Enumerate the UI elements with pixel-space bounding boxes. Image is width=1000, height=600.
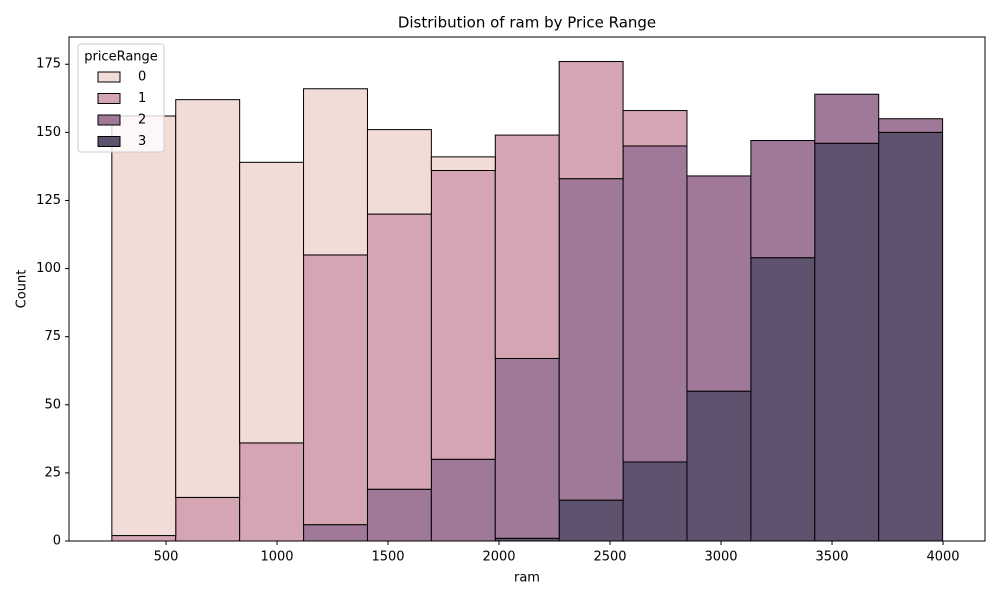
bar	[239, 442, 305, 542]
y-tick-label: 175	[36, 57, 61, 72]
legend-label: 0	[138, 70, 146, 85]
bar	[494, 134, 560, 359]
bar	[430, 156, 496, 171]
bar	[622, 145, 688, 463]
bar	[686, 175, 752, 392]
legend-title: priceRange	[84, 50, 158, 65]
bar	[303, 524, 368, 542]
legend-swatch	[97, 71, 121, 83]
bar	[814, 142, 880, 542]
x-tick-label: 4000	[926, 550, 959, 565]
x-tick-label: 3000	[704, 550, 737, 565]
legend-swatch	[97, 136, 121, 147]
y-tick-label: 25	[44, 465, 61, 480]
bar	[878, 131, 944, 542]
y-axis-label: Count	[15, 270, 30, 309]
y-tick-label: 100	[36, 261, 61, 276]
bar	[430, 458, 496, 542]
bar	[494, 357, 560, 539]
bar	[303, 88, 368, 256]
bar	[622, 110, 688, 147]
bar	[558, 499, 624, 542]
bar	[175, 496, 241, 542]
y-tick-label: 0	[53, 534, 61, 549]
x-axis-label: ram	[514, 571, 540, 586]
bar	[430, 169, 496, 460]
bar	[366, 213, 432, 490]
bar	[622, 461, 688, 542]
bar	[558, 178, 624, 501]
x-tick-label: 1000	[260, 550, 293, 565]
bar	[366, 488, 432, 542]
x-tick-label: 1500	[371, 550, 404, 565]
bar	[175, 99, 241, 498]
legend-label: 3	[138, 134, 146, 149]
bar	[750, 140, 816, 259]
plot-frame	[68, 36, 986, 542]
bar	[111, 115, 177, 537]
x-tick-label: 3500	[815, 550, 848, 565]
y-tick-label: 125	[36, 193, 61, 208]
chart-title: Distribution of ram by Price Range	[398, 14, 656, 32]
legend-label: 2	[138, 113, 146, 128]
bar	[814, 93, 880, 144]
bar	[878, 118, 944, 133]
legend-swatch	[97, 93, 121, 104]
y-tick-label: 50	[44, 397, 61, 412]
bar	[750, 257, 816, 542]
bar	[239, 161, 305, 444]
bar	[303, 254, 368, 526]
bar	[686, 390, 752, 542]
bar	[111, 535, 177, 542]
bar	[558, 61, 624, 180]
x-tick-label: 500	[154, 550, 179, 565]
x-tick-label: 2000	[482, 550, 515, 565]
y-tick-label: 150	[36, 125, 61, 140]
legend-swatch	[97, 114, 121, 126]
y-tick-label: 75	[44, 329, 61, 344]
x-tick-label: 2500	[593, 550, 626, 565]
bar	[366, 129, 432, 215]
legend-label: 1	[138, 91, 146, 106]
